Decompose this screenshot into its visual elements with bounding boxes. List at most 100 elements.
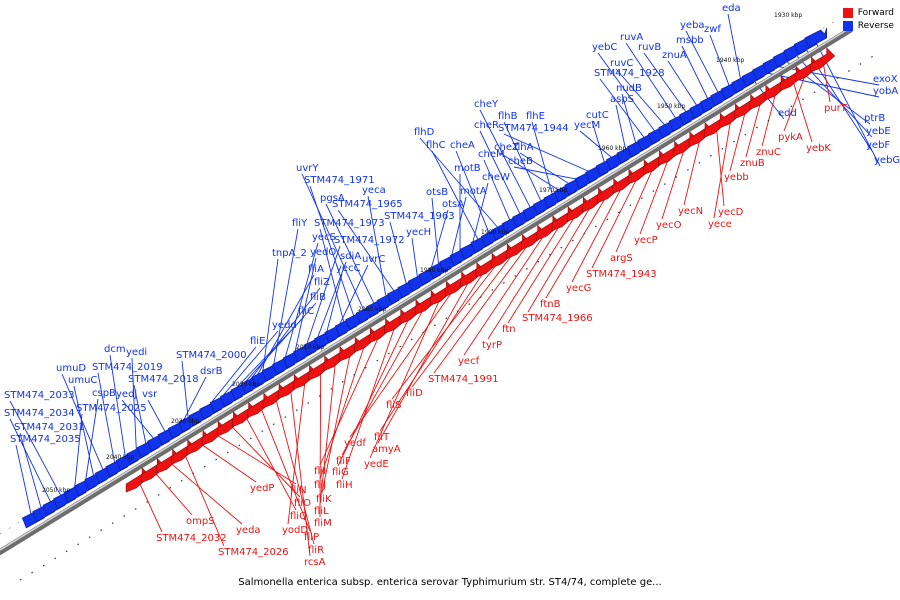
gene-label-yeda[interactable]: yeda: [236, 525, 261, 536]
gene-label-stm474-2019[interactable]: STM474_2019: [92, 362, 163, 373]
gene-label-flid[interactable]: fliD: [406, 388, 423, 399]
gene-label-stm474-2025[interactable]: STM474_2025: [76, 403, 147, 414]
gene-arrow-purt[interactable]: [810, 47, 836, 73]
gene-label-cheb[interactable]: cheB: [508, 156, 533, 167]
gene-label-yedp[interactable]: yedP: [250, 483, 274, 494]
gene-label-asps[interactable]: aspS: [610, 94, 634, 105]
gene-label-flif[interactable]: fliF: [336, 456, 351, 467]
gene-label-ftnb[interactable]: ftnB: [540, 299, 561, 310]
gene-label-yecf[interactable]: yecf: [458, 356, 480, 367]
gene-label-yece[interactable]: yece: [708, 219, 732, 230]
gene-label-yedf[interactable]: yedf: [344, 438, 366, 449]
gene-label-flir[interactable]: fliR: [308, 545, 324, 556]
gene-label-stm474-1971[interactable]: STM474_1971: [304, 175, 375, 186]
gene-label-mota[interactable]: motA: [460, 186, 487, 197]
gene-label-yeca[interactable]: yeca: [362, 185, 386, 196]
gene-label-stm474-1973[interactable]: STM474_1973: [314, 218, 385, 229]
gene-label-stm474-2018[interactable]: STM474_2018: [128, 374, 199, 385]
gene-label-umuc[interactable]: umuC: [68, 375, 97, 386]
gene-label-dsrb[interactable]: dsrB: [200, 366, 223, 377]
gene-label-chez[interactable]: cheZ: [494, 142, 519, 153]
gene-label-stm474-1965[interactable]: STM474_1965: [332, 199, 403, 210]
gene-label-flin[interactable]: fliN: [290, 485, 307, 496]
gene-label-ruvc[interactable]: ruvC: [610, 58, 633, 69]
gene-label-rcsa[interactable]: rcsA: [304, 557, 326, 568]
gene-label-znub[interactable]: znuB: [740, 158, 765, 169]
gene-label-yecp[interactable]: yecP: [634, 235, 658, 246]
gene-label-znuc[interactable]: znuC: [756, 147, 781, 158]
gene-label-flii[interactable]: fliI: [314, 466, 326, 477]
gene-label-ptrb[interactable]: ptrB: [864, 113, 885, 124]
gene-label-ruvb[interactable]: ruvB: [638, 42, 661, 53]
gene-label-stm474-1944[interactable]: STM474_1944: [498, 123, 569, 134]
gene-label-zwf[interactable]: zwf: [704, 24, 721, 35]
gene-label-chey[interactable]: cheY: [474, 99, 499, 110]
gene-label-cutc[interactable]: cutC: [586, 110, 609, 121]
gene-label-yebg[interactable]: yebG: [874, 155, 900, 166]
gene-label-tnpa-2[interactable]: tnpA_2: [272, 248, 307, 259]
gene-label-yebb[interactable]: yebb: [724, 172, 749, 183]
gene-label-chew[interactable]: cheW: [482, 172, 510, 183]
gene-label-stm474-1966[interactable]: STM474_1966: [522, 313, 593, 324]
gene-label-flil[interactable]: fliL: [314, 506, 329, 517]
gene-label-uvrc[interactable]: uvrC: [362, 254, 385, 265]
gene-label-stm474-2000[interactable]: STM474_2000: [176, 350, 247, 361]
gene-label-yebk[interactable]: yebK: [806, 143, 831, 154]
gene-label-yedd[interactable]: yedd: [272, 320, 297, 331]
gene-label-flip[interactable]: fliP: [304, 532, 319, 543]
gene-label-flhe[interactable]: flhE: [526, 111, 545, 122]
gene-label-flik[interactable]: fliK: [316, 494, 332, 505]
gene-label-flim[interactable]: fliM: [314, 518, 332, 529]
gene-label-otsa[interactable]: otsA: [442, 199, 464, 210]
gene-label-stm474-1991[interactable]: STM474_1991: [428, 374, 499, 385]
gene-label-ruva[interactable]: ruvA: [620, 32, 643, 43]
gene-label-omps[interactable]: ompS: [186, 516, 215, 527]
gene-label-chea[interactable]: cheA: [450, 140, 475, 151]
gene-label-umud[interactable]: umuD: [56, 363, 86, 374]
gene-label-yecc[interactable]: yecC: [336, 263, 361, 274]
gene-label-exox[interactable]: exoX: [873, 74, 898, 85]
gene-arrow-yebg[interactable]: [804, 27, 828, 49]
gene-label-flib[interactable]: fliB: [310, 292, 326, 303]
gene-label-stm474-1963[interactable]: STM474_1963: [384, 211, 455, 222]
gene-label-yebc[interactable]: yebC: [592, 42, 617, 53]
gene-label-yeco[interactable]: yecO: [656, 220, 682, 231]
gene-label-tyrp[interactable]: tyrP: [482, 340, 502, 351]
gene-label-flic[interactable]: fliC: [298, 306, 314, 317]
gene-label-flhd[interactable]: flhD: [414, 127, 435, 138]
gene-label-stm474-1972[interactable]: STM474_1972: [334, 235, 405, 246]
gene-label-yecm[interactable]: yecM: [574, 120, 600, 131]
gene-label-stm474-2035[interactable]: STM474_2035: [10, 434, 81, 445]
gene-label-yodd[interactable]: yodD: [282, 525, 308, 536]
gene-label-stm474-2034[interactable]: STM474_2034: [4, 408, 75, 419]
gene-label-flih[interactable]: fliH: [336, 480, 353, 491]
gene-label-yeba[interactable]: yeba: [680, 20, 705, 31]
gene-label-yoba[interactable]: yobA: [873, 86, 898, 97]
gene-label-chem[interactable]: cheM: [478, 149, 505, 160]
gene-label-stm474-1943[interactable]: STM474_1943: [586, 269, 657, 280]
gene-label-yecn[interactable]: yecN: [678, 206, 703, 217]
gene-label-msbb[interactable]: msbb: [676, 35, 704, 46]
gene-label-flit[interactable]: fliT: [374, 432, 390, 443]
gene-label-yede[interactable]: yedE: [364, 459, 389, 470]
gene-label-flha[interactable]: flhA: [514, 142, 534, 153]
gene-label-flhb[interactable]: flhB: [498, 111, 518, 122]
gene-label-ftn[interactable]: ftn: [502, 324, 516, 335]
gene-label-motb[interactable]: motB: [454, 163, 481, 174]
gene-label-flie[interactable]: fliE: [250, 336, 265, 347]
gene-label-yecd[interactable]: yecD: [718, 207, 744, 218]
gene-label-args[interactable]: argS: [610, 253, 633, 264]
gene-label-edd[interactable]: edd: [778, 108, 797, 119]
gene-label-purt[interactable]: purT: [824, 103, 848, 114]
gene-label-fliy[interactable]: fliY: [292, 218, 308, 229]
gene-label-flis[interactable]: fliS: [386, 400, 401, 411]
gene-label-fliq[interactable]: fliQ: [290, 511, 307, 522]
gene-label-stm474-2026[interactable]: STM474_2026: [218, 547, 289, 558]
gene-label-flio[interactable]: fliO: [294, 498, 311, 509]
gene-label-flij[interactable]: fliJ: [314, 480, 326, 491]
gene-label-stm474-2031[interactable]: STM474_2031: [14, 422, 85, 433]
gene-label-flhc[interactable]: flhC: [426, 140, 446, 151]
gene-label-otsb[interactable]: otsB: [426, 187, 448, 198]
gene-label-yecg[interactable]: yecG: [566, 283, 591, 294]
gene-label-stm474-1928[interactable]: STM474_1928: [594, 68, 665, 79]
